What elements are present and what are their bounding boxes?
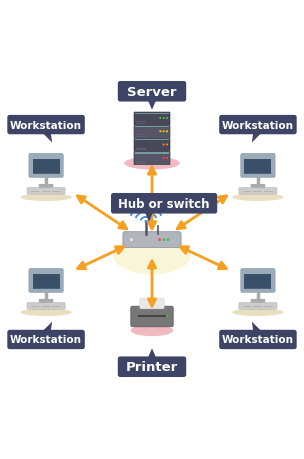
Polygon shape — [147, 100, 157, 111]
FancyBboxPatch shape — [134, 126, 170, 139]
FancyBboxPatch shape — [219, 116, 297, 135]
Polygon shape — [147, 348, 157, 359]
Circle shape — [159, 118, 161, 120]
Circle shape — [158, 239, 161, 241]
FancyBboxPatch shape — [27, 188, 65, 195]
FancyBboxPatch shape — [39, 299, 53, 304]
Text: Workstation: Workstation — [10, 120, 82, 130]
FancyBboxPatch shape — [134, 152, 170, 165]
Circle shape — [163, 144, 165, 146]
Circle shape — [166, 316, 168, 318]
Circle shape — [163, 157, 165, 159]
FancyBboxPatch shape — [241, 269, 275, 293]
Ellipse shape — [232, 194, 284, 202]
FancyBboxPatch shape — [131, 307, 173, 327]
FancyBboxPatch shape — [7, 116, 85, 135]
FancyBboxPatch shape — [219, 330, 297, 349]
Circle shape — [167, 239, 169, 241]
Bar — [135, 140, 169, 141]
Circle shape — [166, 157, 168, 159]
Circle shape — [163, 118, 165, 120]
Ellipse shape — [124, 157, 180, 170]
Polygon shape — [144, 212, 154, 222]
Bar — [244, 160, 271, 174]
Bar — [135, 153, 169, 154]
Ellipse shape — [20, 194, 72, 202]
FancyBboxPatch shape — [29, 269, 63, 293]
Bar — [244, 275, 271, 289]
FancyBboxPatch shape — [27, 303, 65, 309]
Circle shape — [166, 131, 168, 133]
Circle shape — [166, 144, 168, 146]
Text: Workstation: Workstation — [222, 120, 294, 130]
Bar — [33, 275, 60, 289]
FancyBboxPatch shape — [111, 194, 217, 214]
Polygon shape — [252, 133, 262, 143]
Bar — [135, 127, 169, 128]
FancyBboxPatch shape — [239, 188, 277, 195]
Polygon shape — [42, 133, 52, 143]
FancyBboxPatch shape — [134, 139, 170, 152]
Ellipse shape — [113, 235, 191, 275]
Circle shape — [159, 131, 161, 133]
Text: Workstation: Workstation — [222, 335, 294, 345]
Circle shape — [162, 239, 165, 241]
Circle shape — [144, 220, 147, 224]
FancyBboxPatch shape — [29, 154, 63, 178]
FancyBboxPatch shape — [251, 299, 265, 304]
FancyBboxPatch shape — [134, 113, 170, 126]
FancyBboxPatch shape — [118, 82, 186, 102]
Circle shape — [166, 118, 168, 120]
Ellipse shape — [131, 325, 173, 336]
FancyBboxPatch shape — [251, 185, 265, 189]
FancyBboxPatch shape — [239, 303, 277, 309]
FancyBboxPatch shape — [241, 154, 275, 178]
FancyBboxPatch shape — [118, 357, 186, 377]
Text: Workstation: Workstation — [10, 335, 82, 345]
Circle shape — [129, 238, 134, 242]
Text: Printer: Printer — [126, 360, 178, 374]
Bar — [135, 113, 169, 115]
Text: Server: Server — [127, 85, 177, 99]
FancyBboxPatch shape — [39, 185, 53, 189]
Bar — [138, 316, 166, 318]
Polygon shape — [252, 322, 262, 332]
Circle shape — [163, 131, 165, 133]
Polygon shape — [42, 322, 52, 332]
Ellipse shape — [20, 309, 72, 316]
FancyBboxPatch shape — [140, 299, 164, 309]
Ellipse shape — [232, 309, 284, 316]
FancyBboxPatch shape — [123, 232, 181, 248]
Bar — [33, 160, 60, 174]
Text: Hub or switch: Hub or switch — [118, 197, 210, 210]
FancyBboxPatch shape — [7, 330, 85, 349]
